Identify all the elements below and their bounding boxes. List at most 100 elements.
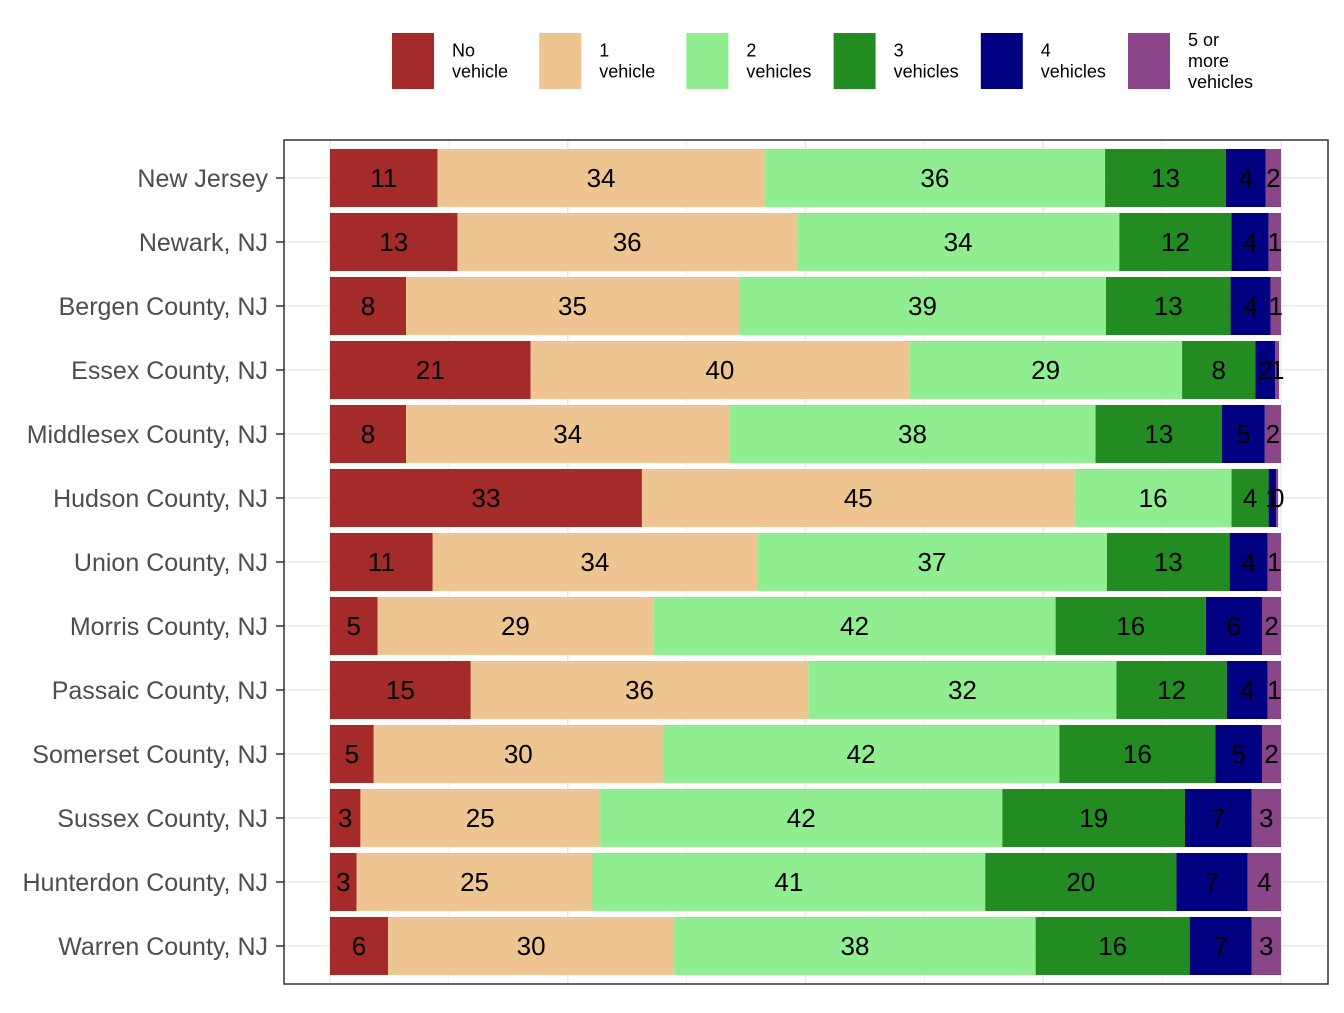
bar-segment (600, 789, 1003, 847)
bar-value-label: 2 (1264, 739, 1278, 769)
bar-value-label: 42 (847, 739, 876, 769)
bar-segment (1255, 341, 1276, 399)
bar-segment (729, 405, 1096, 463)
bar-segment (470, 661, 809, 719)
legend-label: 3 (894, 41, 904, 61)
bar-value-label: 4 (1243, 483, 1257, 513)
y-axis-label: Sussex County, NJ (57, 805, 268, 833)
bar-segment (1251, 917, 1281, 975)
bar-value-label: 35 (558, 291, 587, 321)
bar-value-label: 41 (774, 867, 803, 897)
y-axis-label: Passaic County, NJ (52, 677, 268, 705)
bars (330, 149, 1281, 975)
bar-value-label: 34 (553, 419, 582, 449)
bar-segment (1215, 725, 1262, 783)
y-axis-label: Hunterdon County, NJ (23, 869, 269, 897)
bar-value-label: 1 (1267, 675, 1281, 705)
bar-value-label: 34 (587, 163, 616, 193)
legend-label: vehicles (1188, 72, 1253, 92)
bar-segment (330, 533, 433, 591)
y-axis-label: New Jersey (137, 165, 268, 193)
bar-segment (1231, 213, 1269, 271)
bar-value-label: 2 (1266, 419, 1280, 449)
bar-segment (1275, 341, 1280, 399)
bar-value-label: 4 (1243, 291, 1257, 321)
legend-key (980, 33, 1023, 89)
legend-label: vehicles (746, 62, 811, 82)
legend-key (1128, 33, 1170, 89)
bar-segment (1106, 533, 1230, 591)
bar-value-label: 32 (948, 675, 977, 705)
bar-value-label: 5 (347, 611, 361, 641)
bar-segment (457, 213, 797, 271)
bar-segment (1225, 149, 1266, 207)
legend-label: 5 or (1188, 30, 1219, 50)
y-axis-label: Bergen County, NJ (59, 293, 268, 321)
bar-value-label: 4 (1241, 547, 1255, 577)
bar-segment (1095, 405, 1223, 463)
bar-value-label: 6 (1227, 611, 1241, 641)
bar-segment (330, 789, 361, 847)
bar-value-label: 36 (613, 227, 642, 257)
bar-segment (388, 917, 675, 975)
bar-segment (1184, 789, 1252, 847)
bar-value-label: 2 (1258, 355, 1272, 385)
legend: Novehicle1vehicle2vehicles3vehicles4vehi… (392, 30, 1253, 92)
bar-segment (1116, 661, 1227, 719)
bar-value-label: 2 (1264, 611, 1278, 641)
legend-label: No (452, 41, 475, 61)
bar-value-label: 36 (920, 163, 949, 193)
bar-value-label: 16 (1098, 931, 1127, 961)
y-axis-label: Hudson County, NJ (53, 485, 268, 513)
bar-segment (330, 277, 407, 335)
bar-value-label: 8 (361, 291, 375, 321)
legend-key (539, 33, 582, 89)
legend-key (686, 33, 729, 89)
bar-segment (1231, 469, 1269, 527)
bar-value-label: 3 (336, 867, 350, 897)
bar-segment (1229, 533, 1268, 591)
bar-value-label: 4 (1240, 675, 1254, 705)
bar-segment (330, 405, 407, 463)
bar-value-label: 13 (1144, 419, 1173, 449)
bar-segment (330, 149, 438, 207)
bar-segment (1230, 277, 1271, 335)
bar-segment (1251, 789, 1281, 847)
bar-segment (592, 853, 986, 911)
bar-value-label: 5 (1236, 419, 1250, 449)
bar-value-label: 36 (625, 675, 654, 705)
bar-value-label: 30 (504, 739, 533, 769)
bar-segment (1226, 661, 1268, 719)
y-axis-label: Warren County, NJ (58, 933, 268, 961)
bar-segment (377, 597, 654, 655)
bar-value-label: 13 (379, 227, 408, 257)
bar-segment (1119, 213, 1232, 271)
legend-label: more (1188, 51, 1229, 71)
bar-value-label: 42 (840, 611, 869, 641)
bar-value-label: 42 (787, 803, 816, 833)
bar-segment (330, 597, 378, 655)
bar-segment (1074, 469, 1232, 527)
bar-value-label: 1 (1268, 227, 1282, 257)
bar-segment (653, 597, 1056, 655)
bar-value-label: 6 (352, 931, 366, 961)
bar-segment (1267, 533, 1281, 591)
bar-segment (1264, 405, 1281, 463)
bar-value-label: 7 (1205, 867, 1219, 897)
legend-label: vehicles (894, 62, 959, 82)
bar-value-label: 19 (1079, 803, 1108, 833)
bar-value-label: 1 (1267, 547, 1281, 577)
bar-segment (1261, 597, 1281, 655)
bar-segment (1247, 853, 1281, 911)
bar-value-label: 3 (1259, 931, 1273, 961)
bar-value-label: 16 (1123, 739, 1152, 769)
bar-value-label: 30 (517, 931, 546, 961)
bar-segment (330, 341, 531, 399)
y-axis: New Jersey Newark, NJ Bergen County, NJ Ess… (23, 165, 284, 961)
bar-segment (1205, 597, 1262, 655)
bar-value-label: 39 (908, 291, 937, 321)
bar-segment (1268, 213, 1281, 271)
bar-segment (330, 917, 389, 975)
bar-value-label: 25 (460, 867, 489, 897)
